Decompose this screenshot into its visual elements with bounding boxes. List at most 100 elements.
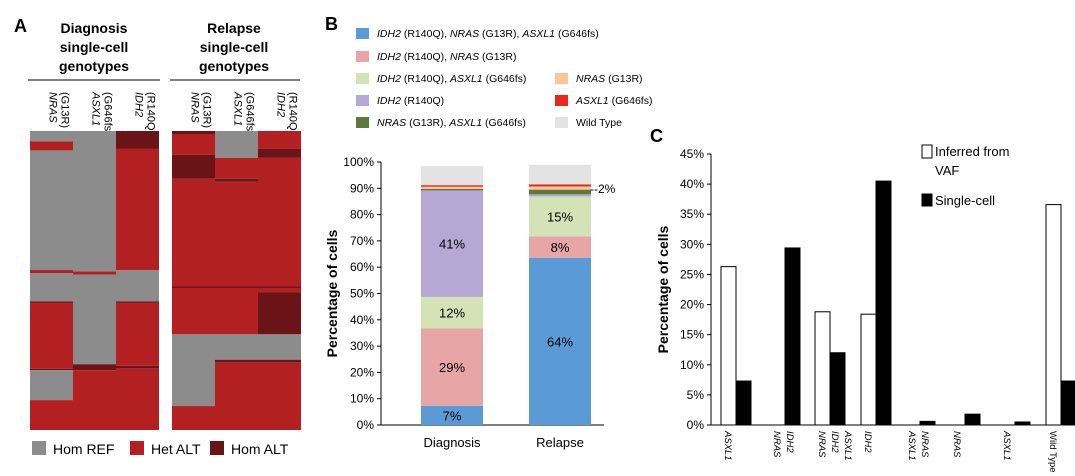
genotype-legend: Hom REF Het ALT Hom ALT: [32, 441, 289, 457]
gene-name: IDH2: [275, 92, 287, 117]
legend-swatch: [921, 193, 933, 207]
legend-text-part: (G13R): [605, 73, 642, 85]
diagnosis-genotype-cell: [116, 148, 159, 271]
y-tick-label: 0%: [357, 418, 375, 432]
mutation-name: (R140Q): [287, 92, 299, 134]
legend-swatch: [356, 73, 369, 84]
group-label: NRAS: [771, 431, 782, 458]
genotype-column-label: NRAS(G13R): [189, 92, 213, 128]
legend-label: Inferred from: [935, 144, 1009, 159]
diagnosis-genotype-cell: [116, 302, 159, 366]
y-tick-label: 5%: [687, 388, 705, 402]
y-tick-label: 90%: [350, 181, 374, 195]
y-tick-label: 80%: [350, 208, 374, 222]
grouped-bar: [919, 420, 936, 426]
grouped-bar: [720, 266, 737, 426]
diagnosis-genotype-cell: [73, 364, 116, 371]
legend-entry: IDH2 (R140Q): [377, 95, 444, 107]
relapse-genotype-cell: [215, 178, 258, 182]
diagnosis-genotype-cell: [116, 368, 159, 430]
diagnosis-genotype-cell: [73, 370, 116, 430]
relapse-genotype-cell: [172, 406, 215, 430]
gene-name: ASXL1: [90, 91, 102, 126]
legend-entry: ASXL1 (G646fs): [575, 95, 652, 107]
y-tick-label: 100%: [343, 155, 374, 169]
diagnosis-genotype-cell: [30, 270, 73, 274]
stacked-bar-segment: [529, 184, 591, 187]
y-tick-label: 25%: [680, 267, 704, 281]
legend-swatch: [32, 441, 46, 455]
legend-swatch: [210, 441, 224, 455]
diagnosis-genotype-cell: [30, 141, 73, 151]
legend-swatch: [555, 117, 568, 128]
mutation-name: (G646fs): [102, 92, 114, 135]
legend-swatch: [356, 95, 369, 106]
legend-entry: IDH2 (R140Q), NRAS (G13R): [377, 51, 516, 63]
panel-c-label: C: [650, 126, 663, 146]
legend-text-part: NRAS: [576, 73, 605, 85]
relapse-genotype-cell: [172, 286, 215, 288]
data-label: 7%: [443, 408, 462, 423]
relapse-genotype-cell: [215, 287, 258, 335]
y-tick-label: 0%: [687, 418, 705, 432]
stacked-bar-chart: 0% 10% 20% 30% 40% 50% 60% 70% 80% 90% 100% Percent…: [324, 155, 604, 450]
legend-label: Single-cell: [935, 193, 995, 208]
legend-label: Het ALT: [151, 441, 201, 457]
genotype-column-label: ASXL1(G646fs): [232, 91, 256, 135]
y-tick-label: 35%: [680, 207, 704, 221]
legend-text-part: NRAS: [450, 51, 479, 63]
relapse-genotype-cell: [258, 362, 301, 430]
grouped-bar: [735, 380, 752, 426]
y-tick-label: 30%: [680, 237, 704, 251]
relapse-genotype-cell: [258, 286, 301, 288]
y-axis-label: Percentage of cells: [324, 229, 340, 357]
legend-swatch: [555, 95, 568, 106]
legend-entry: NRAS (G13R), ASXL1 (G646fs): [377, 117, 526, 129]
y-tick-label: 40%: [680, 177, 704, 191]
diagnosis-genotype-cell: [30, 301, 73, 303]
gene-name: NRAS: [189, 92, 201, 123]
diagnosis-genotype-cell: [30, 368, 73, 371]
y-tick-label: 60%: [350, 260, 374, 274]
relapse-genotype-cell: [215, 181, 258, 287]
stacked-bar-segment: [529, 186, 591, 190]
group-label: IDH2: [862, 431, 873, 453]
group-label: ASXL1: [842, 430, 853, 461]
legend-swatch: [356, 117, 369, 128]
legend-swatch: [356, 28, 369, 39]
diagnosis-title-line: Diagnosis: [61, 20, 128, 36]
diagnosis-genotype-cell: [30, 302, 73, 369]
legend-label: Hom ALT: [231, 441, 289, 457]
legend-text-part: NRAS: [377, 117, 406, 129]
group-label: IDH2: [829, 431, 840, 453]
relapse-genotype-cell: [172, 334, 215, 407]
diagnosis-genotype-cell: [30, 150, 73, 271]
stacked-bar-segment: [529, 257, 591, 425]
y-tick-label: 40%: [350, 313, 374, 327]
grouped-bar: [829, 352, 846, 426]
genotype-column-labels: NRAS(G13R) ASXL1(G646fs) IDH2(R140Q) NRAS(G…: [47, 91, 299, 135]
genotype-column-label: ASXL1(G646fs): [90, 91, 114, 135]
diagnosis-genotype-cell: [73, 274, 116, 365]
diagnosis-genotype-cell: [30, 131, 73, 142]
legend-text-part: NRAS: [450, 28, 479, 40]
diagnosis-genotype-cell: [116, 301, 159, 303]
legend-swatch: [356, 51, 369, 62]
relapse-genotype-cell: [258, 157, 301, 287]
category-label: Relapse: [536, 435, 584, 450]
relapse-title-line: genotypes: [199, 58, 269, 74]
relapse-genotype-cell: [258, 359, 301, 363]
legend-text-part: ASXL1: [449, 73, 483, 85]
relapse-genotype-cell: [215, 157, 258, 179]
relapse-genotype-cell: [172, 287, 215, 335]
grouped-bar: [860, 313, 877, 426]
mutation-name: (G13R): [59, 92, 71, 128]
legend-entry: Wild Type: [576, 117, 622, 129]
legend-swatch: [130, 441, 144, 455]
grouped-bar: [784, 247, 801, 426]
stacked-bar-segment: [421, 405, 483, 425]
mutation-name: (G646fs): [244, 92, 256, 135]
gene-name: ASXL1: [232, 91, 244, 126]
relapse-genotype-cell: [215, 131, 258, 158]
